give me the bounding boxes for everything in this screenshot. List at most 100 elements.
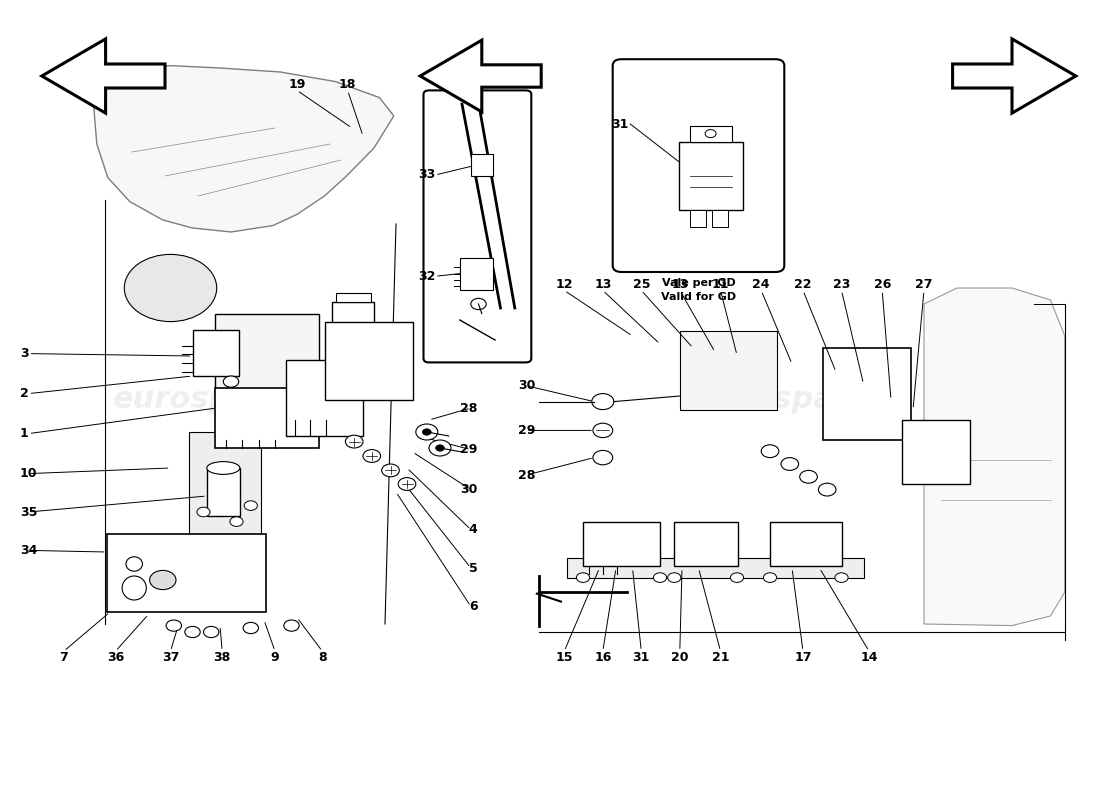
Bar	[690, 126, 732, 142]
Text: 11: 11	[712, 278, 729, 290]
Circle shape	[781, 458, 799, 470]
Circle shape	[284, 620, 299, 631]
FancyBboxPatch shape	[424, 90, 531, 362]
Text: 9: 9	[271, 651, 279, 664]
Text: 1: 1	[20, 427, 29, 440]
Text: 24: 24	[752, 278, 770, 290]
Circle shape	[653, 573, 667, 582]
Circle shape	[436, 445, 444, 451]
Circle shape	[230, 517, 243, 526]
Text: 20: 20	[671, 651, 689, 664]
Circle shape	[422, 429, 431, 435]
Circle shape	[800, 470, 817, 483]
Polygon shape	[42, 39, 165, 113]
Ellipse shape	[125, 557, 142, 571]
Text: 4: 4	[469, 523, 477, 536]
Circle shape	[818, 483, 836, 496]
Text: 34: 34	[20, 544, 37, 557]
Bar	[286, 360, 363, 436]
Text: eurospares: eurospares	[112, 386, 306, 414]
Bar	[471, 154, 493, 176]
Polygon shape	[94, 66, 394, 232]
Text: 7: 7	[59, 651, 68, 664]
Text: 3: 3	[20, 347, 29, 360]
Text: eurospares: eurospares	[695, 386, 889, 414]
Bar	[324, 322, 412, 400]
Circle shape	[243, 622, 258, 634]
Bar	[674, 522, 738, 566]
Circle shape	[761, 445, 779, 458]
Circle shape	[124, 254, 217, 322]
Text: 35: 35	[20, 506, 37, 518]
Text: 36: 36	[107, 651, 124, 664]
Bar	[207, 468, 240, 516]
Circle shape	[730, 573, 744, 582]
Circle shape	[185, 626, 200, 638]
Text: 33: 33	[418, 168, 436, 181]
Bar	[583, 522, 660, 566]
Bar	[192, 330, 239, 376]
Text: 26: 26	[873, 278, 891, 290]
Ellipse shape	[122, 576, 146, 600]
Bar	[679, 142, 743, 210]
Bar	[214, 314, 319, 418]
Text: 28: 28	[518, 469, 536, 482]
Circle shape	[150, 570, 176, 590]
Text: 19: 19	[288, 78, 306, 90]
Bar	[189, 432, 261, 536]
Text: 18: 18	[339, 78, 356, 90]
Text: Vale per GD
Valid for GD: Vale per GD Valid for GD	[661, 278, 736, 302]
Circle shape	[223, 376, 239, 387]
Text: 10: 10	[20, 467, 37, 480]
Text: 23: 23	[833, 278, 850, 290]
Text: 29: 29	[460, 443, 477, 456]
Circle shape	[363, 450, 381, 462]
Bar	[823, 348, 911, 440]
Bar	[214, 388, 319, 448]
Text: 6: 6	[469, 600, 477, 613]
Circle shape	[576, 573, 590, 582]
Circle shape	[398, 478, 416, 490]
Text: 16: 16	[594, 651, 612, 664]
Text: 13: 13	[671, 278, 689, 290]
Bar	[566, 558, 864, 578]
Text: 38: 38	[213, 651, 231, 664]
Text: 25: 25	[632, 278, 650, 290]
Circle shape	[593, 423, 613, 438]
Text: 17: 17	[794, 651, 812, 664]
Circle shape	[835, 573, 848, 582]
Circle shape	[244, 501, 257, 510]
Bar	[460, 258, 493, 290]
Text: 31: 31	[610, 118, 628, 130]
Polygon shape	[924, 288, 1065, 626]
Text: 15: 15	[556, 651, 573, 664]
Circle shape	[382, 464, 399, 477]
FancyBboxPatch shape	[613, 59, 784, 272]
Circle shape	[429, 440, 451, 456]
Text: 21: 21	[712, 651, 729, 664]
Bar	[332, 302, 374, 344]
Text: 8: 8	[318, 651, 327, 664]
Circle shape	[668, 573, 681, 582]
Text: 13: 13	[594, 278, 612, 290]
Bar	[770, 522, 842, 566]
Bar	[690, 210, 706, 227]
Polygon shape	[420, 40, 541, 112]
Circle shape	[345, 435, 363, 448]
Circle shape	[593, 450, 613, 465]
Text: 29: 29	[518, 424, 536, 437]
Bar	[680, 331, 777, 410]
Text: 32: 32	[418, 270, 436, 282]
Text: 37: 37	[162, 651, 179, 664]
Circle shape	[197, 507, 210, 517]
Circle shape	[705, 130, 716, 138]
Text: 30: 30	[460, 483, 477, 496]
Text: 22: 22	[794, 278, 812, 290]
Text: 27: 27	[915, 278, 933, 290]
Circle shape	[416, 424, 438, 440]
Text: 5: 5	[469, 562, 477, 574]
Ellipse shape	[207, 462, 240, 474]
Bar	[336, 293, 371, 302]
Text: 2: 2	[20, 387, 29, 400]
Circle shape	[204, 626, 219, 638]
